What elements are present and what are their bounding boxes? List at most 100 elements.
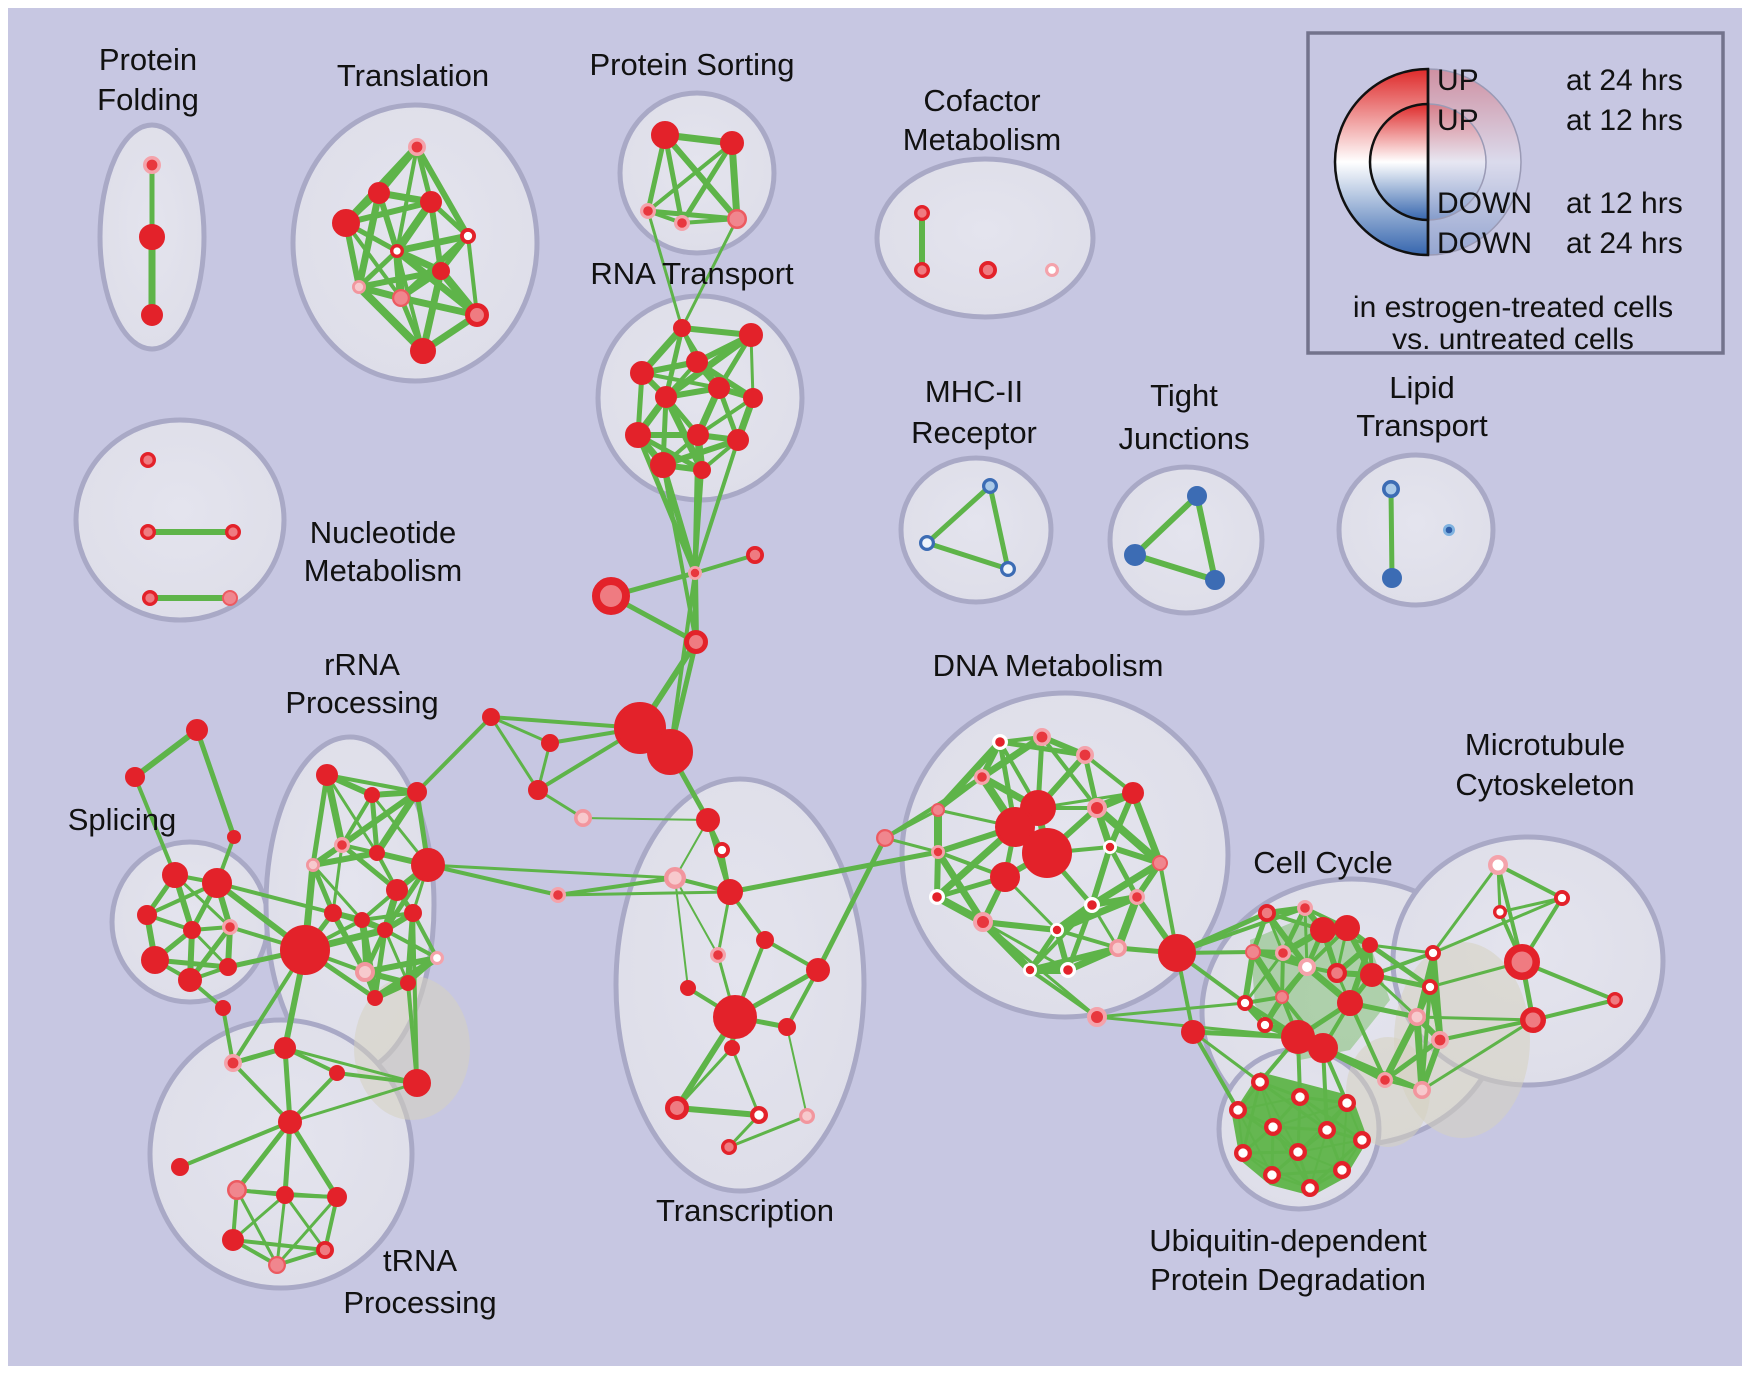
gene-node-ubiquitin_degradation — [1264, 1118, 1283, 1137]
dna_metabolism-edge — [1114, 893, 1141, 952]
cell_cycle-edge — [1420, 985, 1432, 1092]
trna_processing-edge — [231, 1061, 292, 1124]
gene-node-rrna_processing — [400, 975, 416, 991]
gene-node-trna_processing — [276, 1186, 294, 1204]
gene-node-cofactor_metabolism — [1044, 263, 1059, 278]
ubiquitin_degradation-edge — [1271, 1125, 1329, 1132]
link-connectors-connectors — [489, 715, 540, 792]
gene-node-ubiquitin_degradation — [1301, 1179, 1320, 1198]
legend-direction-0: UP — [1437, 64, 1479, 97]
gene-node-rna_transport — [673, 319, 691, 337]
gene-node-rrna_processing — [407, 782, 427, 802]
gene-node-cofactor_metabolism — [913, 261, 930, 278]
gene-node-cell_cycle — [1376, 1071, 1393, 1088]
cell_cycle-edge — [1368, 943, 1435, 955]
cell_cycle-edge — [1381, 1013, 1421, 1084]
gene-node-ubiquitin_degradation — [1289, 1143, 1308, 1162]
ubiquitin_degradation-edge — [1270, 1168, 1344, 1177]
dna_metabolism-edge — [978, 733, 1046, 781]
gene-node-ubiquitin_degradation — [1234, 1144, 1253, 1163]
trna_processing-edge — [234, 1119, 293, 1193]
gene-node-trna_processing — [227, 1180, 247, 1200]
cluster-labels: Protein Folding Translation Protein Sorting… — [68, 42, 1635, 1320]
rrna_processing-edge — [311, 863, 364, 922]
link-connectors-dna_metabolism — [883, 836, 940, 854]
gene-node-transcription — [696, 808, 720, 832]
translation-edge — [343, 199, 434, 226]
gene-node-translation — [392, 289, 410, 307]
gene-node-cell_cycle — [1408, 1007, 1427, 1026]
gene-node-ubiquitin_degradation — [1318, 1121, 1337, 1140]
link-connectors-transcription — [556, 876, 677, 897]
gene-node-protein_sorting — [673, 215, 690, 232]
gene-node-trna_processing — [215, 1000, 231, 1016]
gene-node-translation — [389, 243, 404, 258]
legend-time-2: at 12 hrs — [1566, 187, 1683, 220]
gene-node-protein_folding — [139, 224, 165, 250]
translation-edge — [395, 249, 425, 353]
transcription-ellipse — [613, 776, 867, 1194]
link-connectors-connectors — [693, 553, 757, 575]
gene-node-trna_processing — [327, 1187, 347, 1207]
gene-node-cell_cycle — [1298, 958, 1317, 977]
gene-node-cell_cycle — [1413, 1081, 1432, 1100]
translation-edge — [355, 189, 383, 291]
gene-node-splicing — [183, 921, 201, 939]
gene-node-rrna_processing — [334, 836, 351, 853]
gene-node-connectors — [125, 767, 145, 787]
gene-node-dna_metabolism — [995, 807, 1035, 847]
cell_cycle-edge — [1280, 905, 1308, 956]
gene-node-trna_processing — [274, 1037, 296, 1059]
gene-node-dna_metabolism — [973, 912, 993, 932]
cluster-label-dna_metabolism: DNA Metabolism — [933, 648, 1164, 683]
cofactor_metabolism-ellipse — [874, 156, 1096, 320]
transcription-edge — [675, 1046, 734, 1110]
gene-node-rrna_processing — [404, 904, 422, 922]
nodes — [125, 121, 1624, 1274]
mhc2_receptor-edge — [924, 540, 1011, 572]
gene-node-trna_processing — [171, 1158, 189, 1176]
gene-node-rna_transport — [630, 361, 654, 385]
rrna_processing-edge — [372, 927, 388, 1001]
rrna_processing-edge — [383, 928, 410, 985]
ubiquitin_degradation-edge — [1259, 1081, 1299, 1153]
trna_processing-edge — [231, 1193, 287, 1242]
gene-node-transcription — [724, 1040, 740, 1056]
rna_transport-edge — [640, 371, 721, 390]
gene-node-ubiquitin_degradation — [1353, 1131, 1372, 1150]
rna_transport-edge — [696, 396, 755, 437]
gene-node-splicing — [141, 945, 170, 974]
cluster-label-lipid_transport: Lipid Transport — [1356, 370, 1488, 443]
cluster-label-cell_cycle: Cell Cycle — [1253, 845, 1393, 880]
mhc2_receptor-edge — [987, 483, 1011, 572]
cell_cycle-edge — [1348, 1001, 1387, 1082]
gene-node-cell_cycle — [1422, 978, 1439, 995]
gene-node-ubiquitin_degradation — [1338, 1094, 1357, 1113]
gene-node-cell_cycle — [1275, 990, 1289, 1004]
translation-edge — [397, 294, 481, 319]
gene-node-rrna_processing — [410, 848, 445, 883]
gene-node-transcription — [778, 1018, 796, 1036]
rrna_processing-edge — [325, 773, 419, 794]
link-rna_transport-connectors — [693, 438, 740, 575]
gene-node-connectors — [591, 576, 630, 615]
link-cell_cycle-microtubule_cytoskeleton — [1420, 1018, 1535, 1092]
rna_transport-edge — [660, 437, 741, 468]
link-connectors-cell_cycle — [1095, 1001, 1247, 1019]
gene-node-rna_transport — [625, 422, 651, 448]
gene-node-dna_metabolism — [1059, 961, 1076, 978]
gene-node-nucleotide_metabolism — [139, 451, 156, 468]
tight_junctions-ellipse — [1107, 464, 1265, 616]
gene-node-rna_transport — [693, 461, 711, 479]
tight_junctions-edge — [1194, 493, 1218, 583]
microtubule_cytoskeleton-edge — [1496, 863, 1564, 900]
gene-node-rna_transport — [686, 351, 708, 373]
gene-node-connectors — [528, 780, 548, 800]
link-connectors-ubiquitin_degradation — [1191, 1030, 1262, 1084]
legend-ring-12h-faded — [1427, 103, 1487, 221]
link-connectors-cell_cycle — [1175, 906, 1307, 955]
link-connectors-splicing — [133, 775, 177, 877]
gene-node-cell_cycle — [1237, 994, 1254, 1011]
translation-edge — [414, 144, 471, 239]
gene-node-nucleotide_metabolism — [141, 589, 158, 606]
